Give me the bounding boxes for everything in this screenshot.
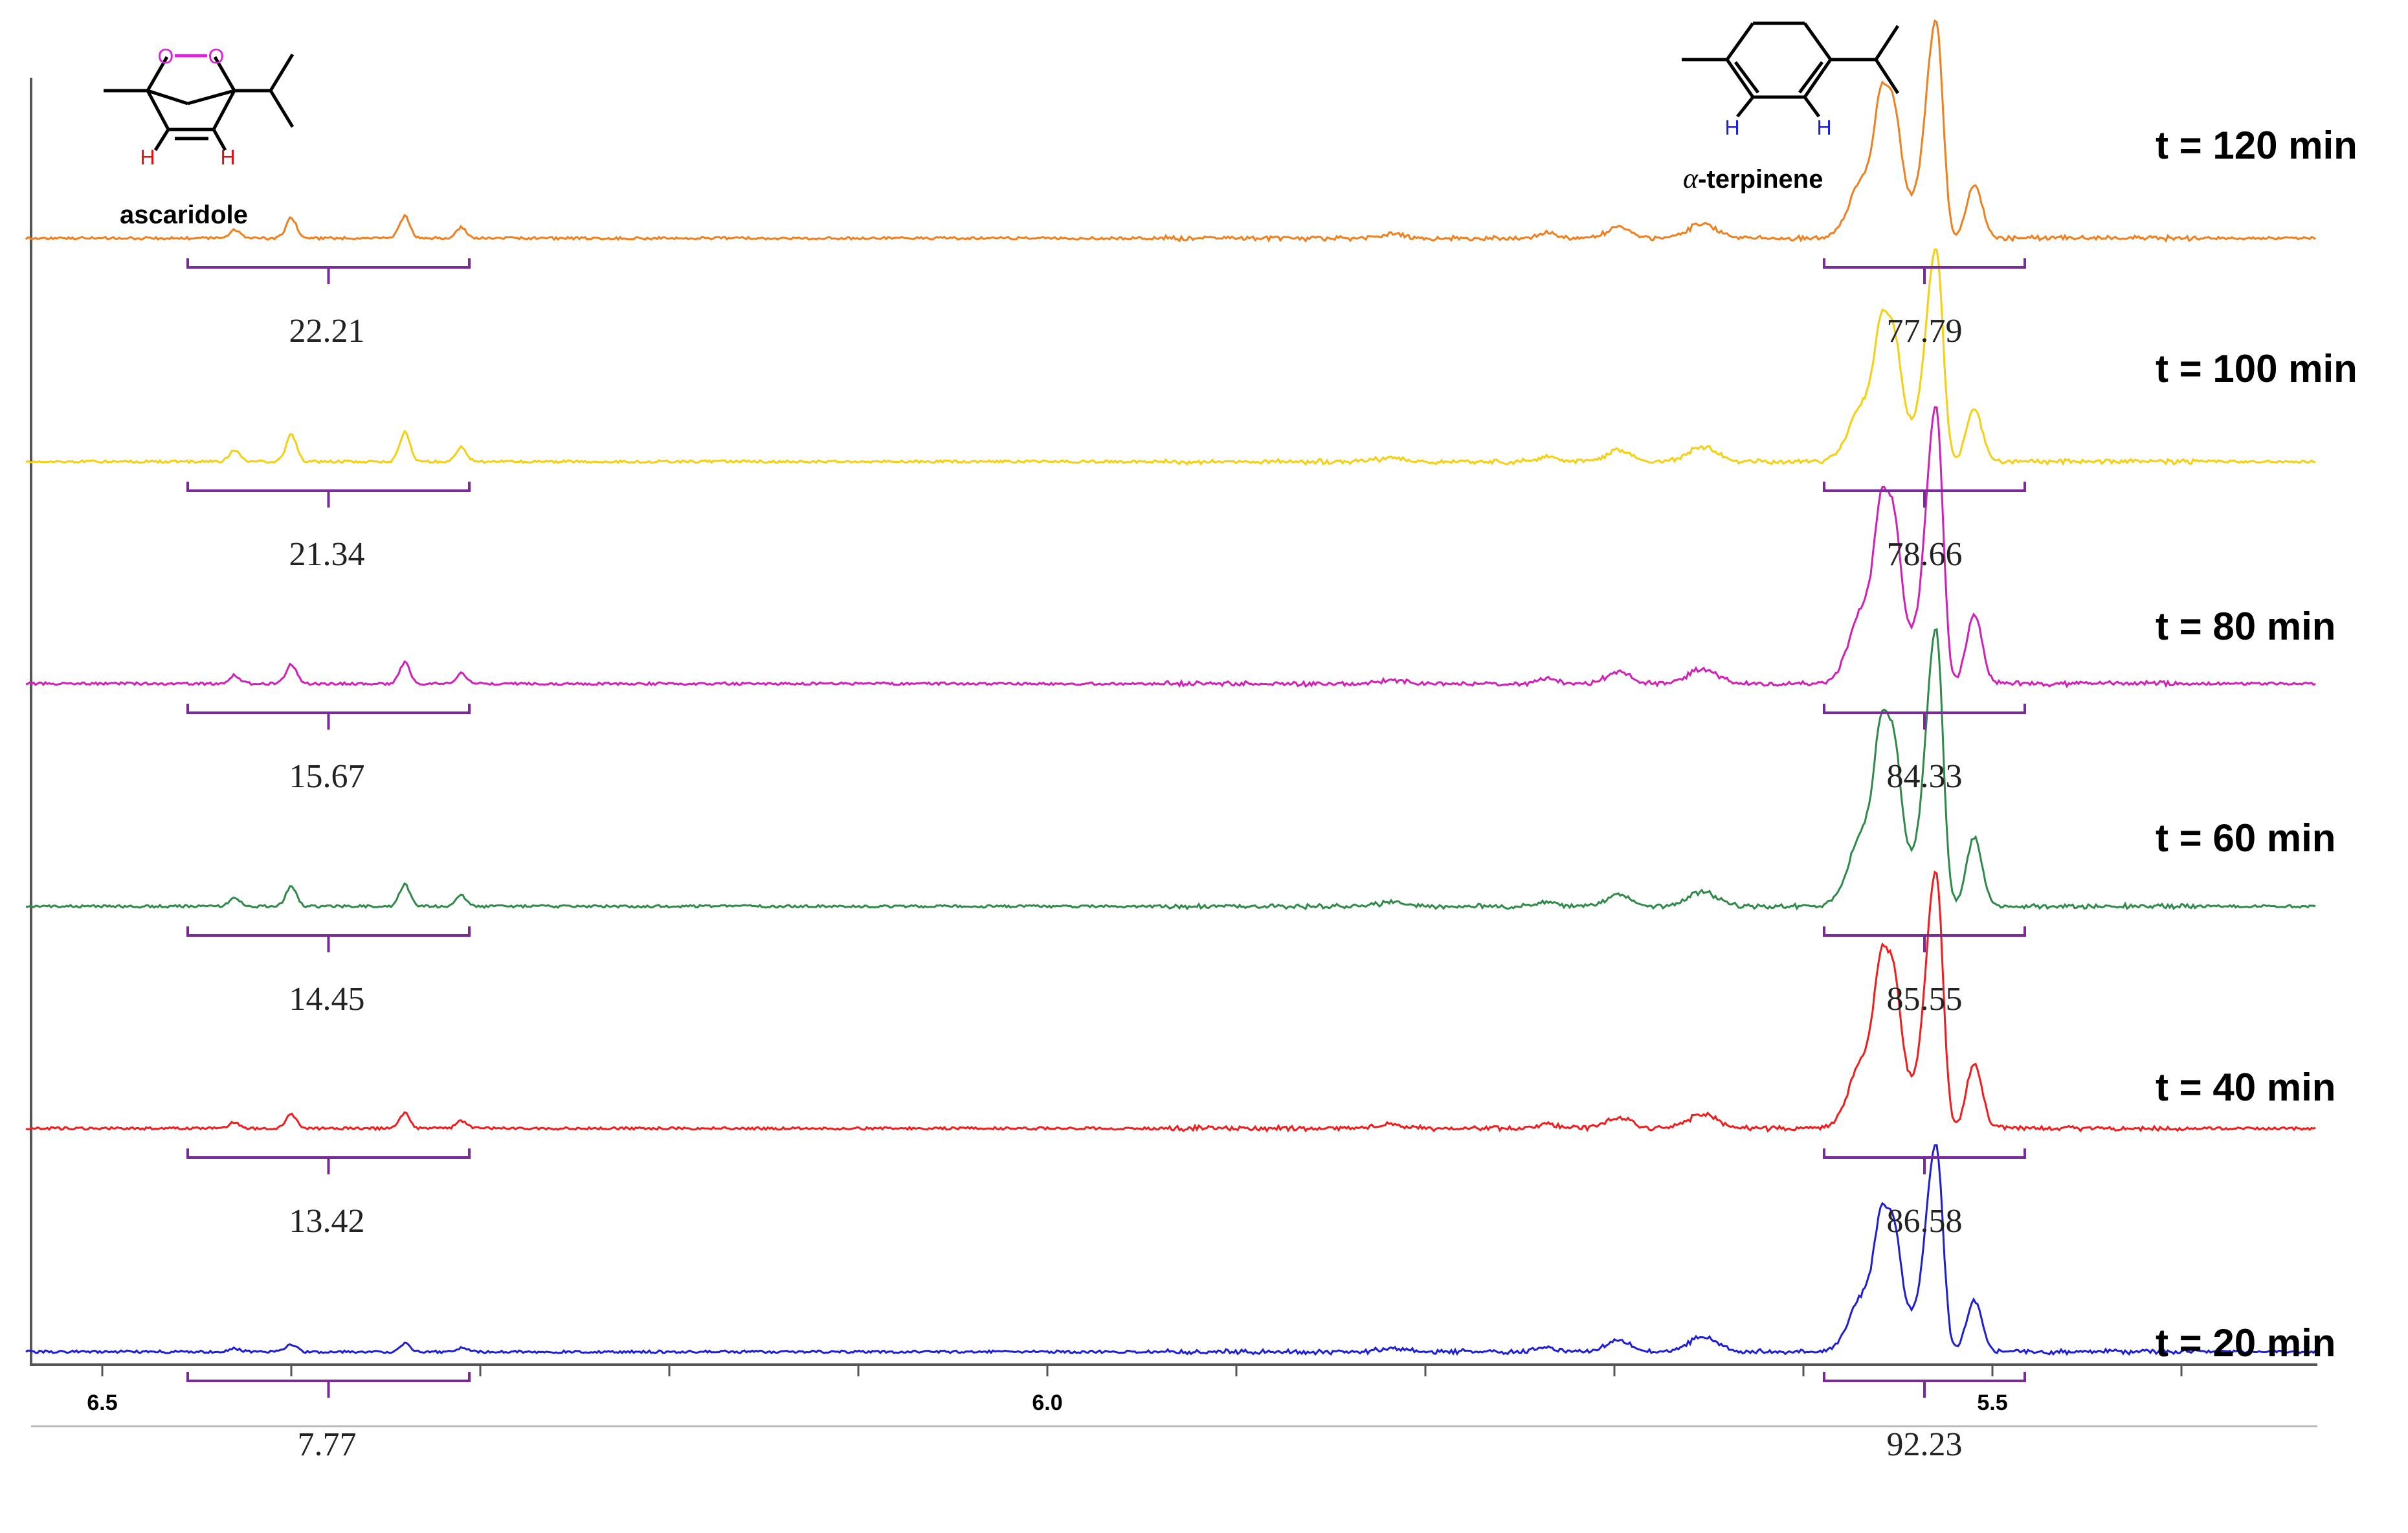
alpha-terpinene-label-prefix: α [1683,162,1699,194]
integral-labels: 22.21 77.79 21.34 78.66 15.67 84.33 14.45 85.55… [289,313,1963,1463]
spectrum-trace [25,19,2316,243]
integral-value: 22.21 [289,313,365,350]
spectrum-trace [25,1144,2317,1356]
integral-bracket [1823,482,2026,508]
ascaridole-atom-h2: H [220,146,235,169]
integral-value: 78.66 [1887,536,1963,573]
integral-value: 21.34 [289,536,365,573]
time-label: t = 80 min [2156,605,2336,648]
integral-bracket [1823,258,2026,284]
x-axis-tick-label: 6.5 [87,1391,117,1415]
time-label: t = 100 min [2156,347,2358,390]
integral-bracket [186,704,471,730]
ascaridole-label: ascaridole [120,201,248,229]
integral-value: 85.55 [1887,981,1963,1018]
spectrum-trace [25,406,2316,689]
integral-bracket [186,926,471,952]
integral-value: 77.79 [1887,313,1963,350]
spectra-group [25,19,2317,1356]
integral-value: 84.33 [1887,758,1963,795]
integral-bracket [186,1148,471,1174]
alpha-terpinene-label: α-terpinene [1683,162,1823,194]
integral-value: 86.58 [1887,1203,1963,1240]
terpinene-atom-h2: H [1816,116,1831,139]
integral-brackets [186,258,2026,1398]
time-label: t = 20 min [2156,1321,2336,1365]
alpha-terpinene-label-suffix: -terpinene [1698,165,1823,194]
time-label: t = 120 min [2156,124,2358,167]
time-label: t = 60 min [2156,816,2336,860]
terpinene-atom-h1: H [1724,116,1739,139]
time-label: t = 40 min [2156,1066,2336,1109]
ascaridole-atom-h1: H [140,146,155,169]
x-axis-tick-labels: 6.5 6.0 5.5 [87,1391,2007,1415]
x-axis-tick-label: 5.5 [1977,1391,2007,1415]
spectrum-trace [26,627,2316,911]
integral-value: 15.67 [289,758,365,795]
integral-bracket [1823,1148,2026,1174]
x-axis-tick-label: 6.0 [1032,1391,1062,1415]
spectrum-trace [25,248,2316,466]
integral-bracket [1823,926,2026,952]
time-labels: t = 120 min t = 100 min t = 80 min t = 60 m… [2156,124,2358,1365]
alpha-terpinene-structure: H H α-terpinene [1682,21,1900,194]
ascaridole-structure: O O H H ascaridole [104,45,295,229]
integral-value: 13.42 [289,1203,365,1240]
integral-value: 7.77 [298,1426,357,1463]
integral-bracket [186,482,471,508]
spectrum-trace [25,870,2316,1133]
ascaridole-atom-o2: O [208,45,225,68]
integral-value: 14.45 [289,981,365,1018]
ascaridole-atom-o1: O [158,45,174,68]
integral-bracket [186,1372,471,1398]
integral-bracket [186,258,471,284]
x-axis-minor-ticks [101,1365,2183,1376]
integral-value: 92.23 [1887,1426,1963,1463]
integral-bracket [1823,704,2026,730]
integral-bracket [1823,1372,2026,1398]
